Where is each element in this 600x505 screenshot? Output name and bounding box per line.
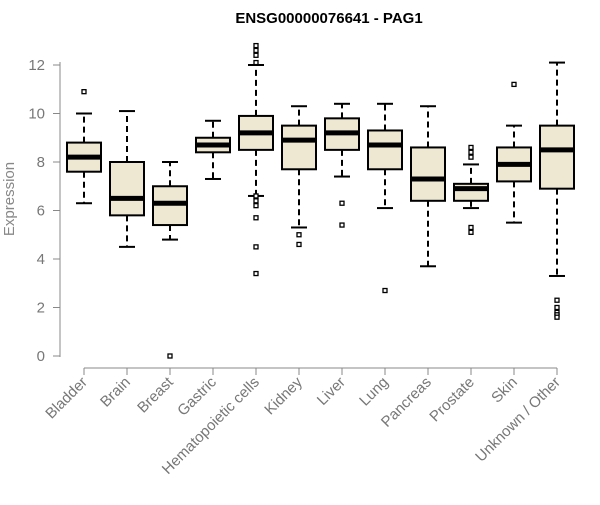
y-axis-label: Expression: [1, 162, 18, 236]
outlier-point: [81, 89, 87, 95]
y-tick-label: 12: [28, 57, 45, 74]
outlier-point: [468, 144, 474, 151]
chart-title: ENSG00000076641 - PAG1: [235, 10, 422, 27]
box-6: [324, 102, 360, 228]
outlier-point: [339, 200, 345, 206]
y-tick-label: 0: [37, 348, 45, 365]
outlier-point: [468, 224, 474, 231]
outlier-point: [554, 304, 560, 311]
x-tick-label: Prostate: [426, 374, 478, 426]
outlier-point: [296, 232, 302, 238]
outlier-point: [253, 193, 259, 199]
x-tick-label: Lung: [356, 374, 392, 410]
outlier-point: [253, 215, 259, 221]
x-tick-label: Brain: [97, 374, 134, 411]
outlier-point: [253, 42, 259, 49]
outlier-point: [253, 52, 259, 58]
box-0: [66, 89, 102, 205]
box-1: [109, 110, 145, 248]
iqr-box: [410, 146, 446, 202]
y-tick-label: 4: [37, 251, 45, 268]
outlier-point: [339, 222, 345, 228]
y-tick-label: 2: [37, 300, 45, 317]
box-3: [195, 119, 231, 180]
outlier-point: [253, 47, 259, 54]
iqr-box: [367, 129, 403, 171]
outlier-point: [468, 149, 474, 155]
outlier-point: [253, 244, 259, 250]
box-8: [410, 105, 446, 268]
outlier-point: [253, 270, 259, 277]
x-tick-label: Bladder: [42, 374, 91, 423]
outlier-point: [167, 353, 173, 359]
outlier-point: [253, 59, 259, 66]
y-ticks: 0 2 4 6 8 10 12: [28, 57, 60, 365]
iqr-box: [539, 124, 575, 190]
outlier-point: [296, 241, 302, 248]
box-5: [281, 105, 317, 248]
x-tick-label: Kidney: [261, 373, 306, 418]
outlier-point: [468, 229, 474, 235]
y-tick-label: 10: [28, 106, 45, 123]
box-11: [539, 61, 575, 320]
box-2: [152, 161, 188, 359]
outlier-point: [554, 314, 560, 320]
boxes-group: [66, 42, 575, 359]
outlier-point: [382, 287, 388, 294]
box-4: [238, 42, 274, 277]
y-tick-label: 8: [37, 154, 45, 171]
iqr-box: [281, 124, 317, 171]
outlier-point: [511, 81, 517, 88]
box-9: [453, 144, 489, 235]
x-tick-label: Skin: [488, 374, 521, 407]
iqr-box: [109, 161, 145, 217]
box-7: [367, 102, 403, 294]
outlier-point: [253, 202, 259, 209]
y-tick-label: 6: [37, 203, 45, 220]
box-10: [496, 81, 532, 224]
outlier-point: [253, 198, 259, 204]
x-tick-label: Liver: [314, 374, 349, 409]
x-tick-label: Breast: [134, 373, 177, 416]
outlier-point: [554, 297, 560, 303]
outlier-point: [468, 154, 474, 160]
